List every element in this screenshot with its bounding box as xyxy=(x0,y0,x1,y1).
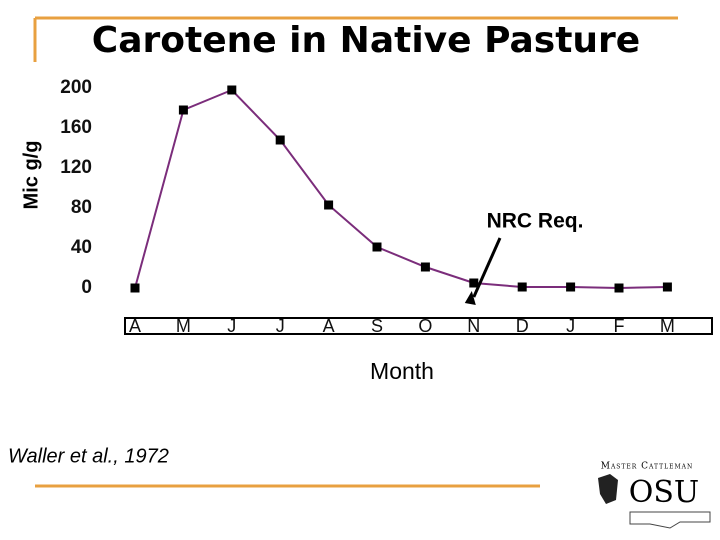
x-tick-label: D xyxy=(516,316,529,336)
y-tick-label: 0 xyxy=(81,277,92,298)
marker xyxy=(372,242,382,252)
y-axis-label: Mic g/g xyxy=(20,141,42,210)
x-axis-box xyxy=(124,317,713,335)
x-tick-label: M xyxy=(176,316,191,336)
x-tick-label: O xyxy=(418,316,432,336)
marker xyxy=(178,105,188,115)
marker xyxy=(130,283,140,293)
marker xyxy=(517,282,527,292)
marker xyxy=(275,135,285,145)
marker xyxy=(420,262,430,272)
y-tick-label: 80 xyxy=(71,197,92,218)
logo-state xyxy=(629,511,711,529)
chart-title: Carotene in Native Pasture xyxy=(92,20,640,61)
x-tick-label: J xyxy=(276,316,285,336)
source: Waller et al., 1972 xyxy=(8,445,169,467)
x-tick-label: S xyxy=(371,316,383,336)
x-tick-label: J xyxy=(566,316,575,336)
annotation-arrow xyxy=(472,237,502,298)
marker xyxy=(662,282,672,292)
y-tick-label: 160 xyxy=(60,117,92,138)
logo: Master Cattleman OSU xyxy=(598,462,711,529)
x-tick-label: A xyxy=(129,316,141,336)
y-tick-label: 40 xyxy=(71,237,92,258)
series-line xyxy=(134,88,668,290)
x-tick-label: A xyxy=(323,316,335,336)
x-tick-label: N xyxy=(467,316,480,336)
logo-bottom: OSU xyxy=(629,475,699,510)
annotation-arrowhead xyxy=(464,291,476,305)
logo-icon xyxy=(598,474,618,504)
marker xyxy=(469,278,479,288)
marker xyxy=(566,282,576,292)
marker xyxy=(324,200,334,210)
marker xyxy=(614,283,624,293)
marker xyxy=(227,85,237,95)
annotation: NRC Req. xyxy=(487,210,584,233)
y-tick-label: 200 xyxy=(60,77,92,98)
x-tick-label: J xyxy=(227,316,236,336)
x-tick-label: F xyxy=(614,316,625,336)
y-tick-label: 120 xyxy=(60,157,92,178)
x-tick-label: M xyxy=(660,316,675,336)
x-axis-label: Month xyxy=(370,358,434,384)
logo-top: Master Cattleman xyxy=(601,462,694,472)
